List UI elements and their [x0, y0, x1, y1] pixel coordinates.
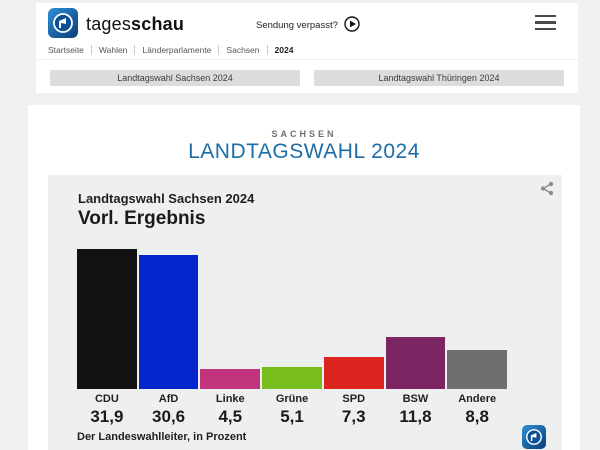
bar-label: SPD — [342, 393, 366, 405]
header-divider — [36, 59, 578, 60]
main-content: SACHSEN LANDTAGSWAHL 2024 Landtagswahl S… — [28, 105, 580, 450]
bar-label: Grüne — [275, 393, 309, 405]
breadcrumb: Startseite Wahlen Länderparlamente Sachs… — [48, 45, 300, 55]
site-header: tagesschau Sendung verpasst? Startseite … — [36, 3, 578, 93]
tagesschau-watermark-icon — [522, 425, 546, 449]
chart-subtitle: Vorl. Ergebnis — [78, 208, 206, 229]
bar-value: 5,1 — [280, 407, 304, 426]
play-icon[interactable] — [344, 16, 360, 35]
bar-value: 11,8 — [399, 407, 432, 426]
bar-column-andere: Andere 8,8 — [447, 249, 508, 427]
bar-value: 7,3 — [341, 407, 366, 426]
bar-column-cdu: CDU 31,9 — [77, 249, 137, 427]
bar-label: Andere — [458, 393, 497, 405]
results-chart: Landtagswahl Sachsen 2024 Vorl. Ergebnis… — [48, 175, 562, 450]
bar-andere[interactable] — [447, 350, 508, 389]
bar-column-grüne: Grüne 5,1 — [262, 249, 322, 427]
bar-cdu[interactable] — [77, 249, 137, 389]
bar-value: 30,6 — [152, 407, 186, 426]
region-kicker: SACHSEN — [271, 129, 337, 139]
bar-chart: CDU 31,9 AfD 30,6 Linke 4,5 Grüne 5,1 SPD 7,3 BSW 1… — [77, 249, 508, 427]
bar-value: 4,5 — [218, 407, 243, 426]
breadcrumb-item-wahlen[interactable]: Wahlen — [90, 45, 135, 55]
bar-label: Linke — [215, 393, 245, 405]
bar-label: AfD — [158, 393, 179, 405]
bar-afd[interactable] — [138, 255, 199, 389]
bar-column-bsw: BSW 11,8 — [385, 249, 446, 427]
tab-landtagswahl-thueringen[interactable]: Landtagswahl Thüringen 2024 — [314, 70, 564, 86]
breadcrumb-item-laenderparlamente[interactable]: Länderparlamente — [134, 45, 218, 55]
bar-linke[interactable] — [200, 369, 261, 389]
tagesschau-logo-icon[interactable] — [48, 8, 78, 38]
bar-column-afd: AfD 30,6 — [138, 249, 199, 427]
bar-bsw[interactable] — [385, 337, 446, 389]
tab-landtagswahl-sachsen[interactable]: Landtagswahl Sachsen 2024 — [50, 70, 300, 86]
menu-icon[interactable] — [535, 15, 556, 30]
bar-label: CDU — [94, 393, 119, 405]
breadcrumb-item-sachsen[interactable]: Sachsen — [218, 45, 266, 55]
bar-value: 31,9 — [90, 407, 124, 426]
chart-source: Der Landeswahlleiter, in Prozent — [77, 431, 247, 443]
bar-column-spd: SPD 7,3 — [323, 249, 384, 427]
bar-label: BSW — [402, 393, 429, 405]
sendung-verpasst-label: Sendung verpasst? — [256, 20, 338, 31]
share-icon[interactable] — [540, 181, 554, 201]
page-title: LANDTAGSWAHL 2024 — [188, 140, 420, 163]
bar-value: 8,8 — [465, 407, 489, 426]
brand-wordmark[interactable]: tagesschau — [86, 14, 184, 35]
bar-column-linke: Linke 4,5 — [200, 249, 261, 427]
chart-title: Landtagswahl Sachsen 2024 — [78, 191, 255, 206]
election-tabs: Landtagswahl Sachsen 2024 Landtagswahl T… — [50, 70, 564, 86]
breadcrumb-item-startseite[interactable]: Startseite — [48, 45, 84, 55]
bar-spd[interactable] — [323, 357, 384, 389]
sendung-verpasst-link[interactable]: Sendung verpasst? — [256, 16, 360, 35]
brand-name-bold: schau — [131, 14, 185, 34]
bar-grüne[interactable] — [262, 367, 322, 389]
breadcrumb-item-2024[interactable]: 2024 — [266, 45, 301, 55]
brand-name-light: tages — [86, 14, 132, 34]
